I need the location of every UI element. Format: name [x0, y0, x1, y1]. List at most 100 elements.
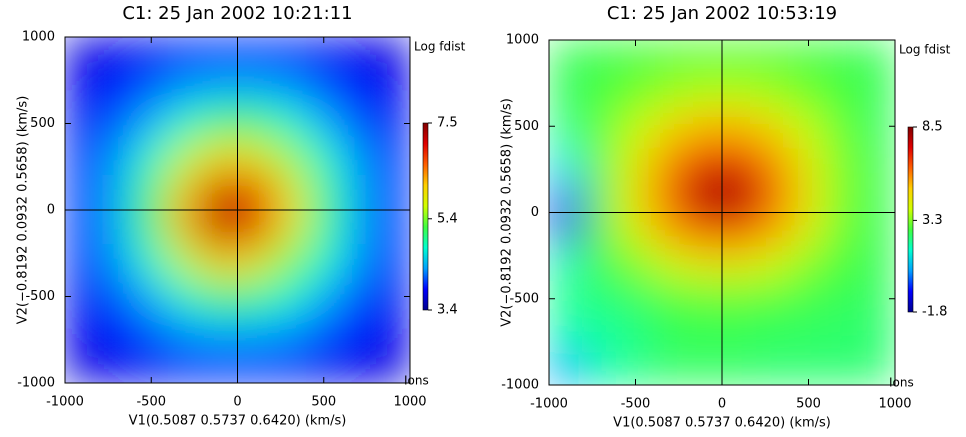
- x-tick-label: -500: [621, 397, 651, 412]
- heatmap-cell: [686, 143, 723, 179]
- heatmap-cell: [202, 105, 238, 142]
- heatmap-cell: [686, 74, 723, 110]
- heatmap-cell: [583, 108, 619, 144]
- heatmap-cell: [583, 212, 619, 248]
- heatmap-cell: [756, 143, 792, 179]
- heatmap-cell: [790, 281, 827, 317]
- x-tick-label: -500: [136, 395, 166, 410]
- heatmap-cell: [237, 174, 273, 211]
- heatmap-cell: [306, 278, 342, 315]
- annotation: Ions: [404, 374, 429, 388]
- heatmap-cell: [549, 40, 585, 75]
- heatmap-cell: [756, 108, 792, 144]
- heatmap-cell: [271, 174, 307, 211]
- heatmap-cell: [859, 40, 895, 75]
- heatmap-cell: [99, 244, 135, 280]
- heatmap-cell: [859, 177, 895, 213]
- y-tick-label: 0: [47, 203, 55, 218]
- x-axis-label: V1(0.5087 0.5737 0.6420) (km/s): [129, 414, 347, 429]
- heatmap-cell: [686, 40, 723, 75]
- heatmap-cell: [99, 278, 135, 315]
- heatmap-cell: [859, 143, 895, 179]
- heatmap-cell: [375, 209, 410, 246]
- heatmap-cell: [168, 347, 204, 383]
- heatmap-cell: [825, 246, 861, 282]
- heatmap-cell: [686, 281, 723, 317]
- heatmap-cell: [652, 40, 688, 75]
- heatmap-cell: [686, 108, 723, 144]
- colorbar-label: Log fdist: [414, 40, 466, 54]
- colorbar: [907, 126, 914, 313]
- heatmap-cell: [99, 105, 135, 142]
- heatmap-cell: [168, 313, 204, 349]
- heatmap-cell: [721, 143, 758, 179]
- x-tick-label: -1000: [46, 395, 84, 410]
- heatmap-cell: [790, 315, 827, 351]
- heatmap-cell: [306, 105, 342, 142]
- heatmap-cell: [652, 143, 688, 179]
- heatmap-cell: [859, 212, 895, 248]
- heatmap-cell: [340, 347, 376, 383]
- heatmap-cell: [825, 281, 861, 317]
- colorbar-label: Log fdist: [899, 43, 951, 57]
- heatmap-cell: [271, 209, 307, 246]
- heatmap-cell: [133, 313, 169, 349]
- y-tick-label: -500: [509, 291, 539, 306]
- heatmap-cell: [617, 246, 654, 282]
- heatmap-cell: [790, 212, 827, 248]
- heatmap-cell: [617, 74, 654, 110]
- heatmap-cell: [133, 278, 169, 315]
- heatmap-cell: [99, 347, 135, 383]
- heatmap-cell: [583, 143, 619, 179]
- heatmap-cell: [756, 246, 792, 282]
- heatmap-cell: [306, 244, 342, 280]
- heatmap-cell: [168, 140, 204, 176]
- heatmap-cell: [271, 140, 307, 176]
- heatmap-cell: [65, 313, 100, 349]
- heatmap-cell: [271, 71, 307, 107]
- heatmap-cell: [237, 105, 273, 142]
- colorbar-tick-label: 7.5: [437, 116, 458, 131]
- heatmap-cell: [99, 174, 135, 211]
- heatmap-cell: [617, 143, 654, 179]
- heatmap-cell: [652, 246, 688, 282]
- heatmap-cell: [652, 108, 688, 144]
- heatmap-cell: [375, 37, 410, 73]
- heatmap-cell: [756, 74, 792, 110]
- heatmap-cell: [686, 315, 723, 351]
- heatmap-cell: [756, 315, 792, 351]
- heatmap-cell: [306, 71, 342, 107]
- y-tick-label: -1000: [17, 376, 55, 391]
- heatmap-cell: [652, 212, 688, 248]
- heatmap: [65, 37, 410, 383]
- heatmap-cell: [65, 140, 100, 176]
- heatmap-cell: [790, 246, 827, 282]
- heatmap-cell: [237, 140, 273, 176]
- chart-title: C1: 25 Jan 2002 10:53:19: [607, 3, 837, 24]
- heatmap-cell: [790, 108, 827, 144]
- heatmap-cell: [133, 71, 169, 107]
- heatmap-cell: [375, 174, 410, 211]
- x-tick-label: -1000: [530, 397, 568, 412]
- x-tick-label: 0: [718, 397, 726, 412]
- heatmap-cell: [306, 313, 342, 349]
- heatmap-cell: [168, 278, 204, 315]
- heatmap-cell: [721, 108, 758, 144]
- chart-title: C1: 25 Jan 2002 10:21:11: [122, 3, 352, 24]
- heatmap-cell: [756, 177, 792, 213]
- heatmap-cell: [686, 350, 723, 385]
- heatmap-cell: [340, 313, 376, 349]
- heatmap-cell: [549, 143, 585, 179]
- heatmap-cell: [237, 244, 273, 280]
- heatmap-cell: [583, 246, 619, 282]
- heatmap-cell: [617, 212, 654, 248]
- heatmap-cell: [756, 281, 792, 317]
- heatmap-cell: [859, 350, 895, 385]
- heatmap-cell: [652, 315, 688, 351]
- heatmap-cell: [721, 315, 758, 351]
- heatmap-cell: [652, 350, 688, 385]
- x-tick-label: 1000: [878, 397, 911, 412]
- heatmap-cell: [202, 313, 238, 349]
- heatmap-cell: [825, 212, 861, 248]
- heatmap-cell: [133, 244, 169, 280]
